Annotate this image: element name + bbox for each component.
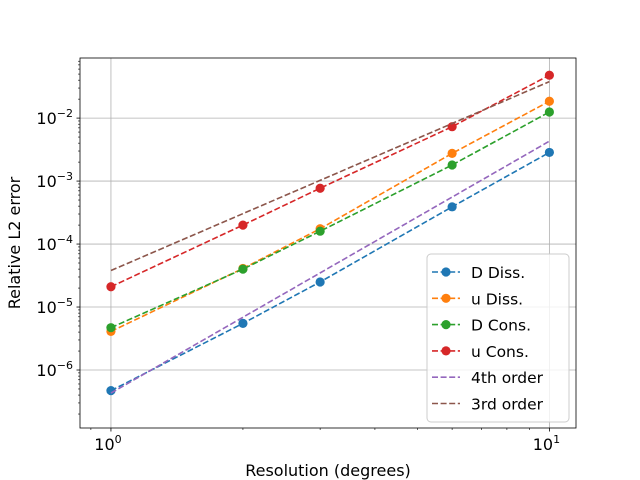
x-tick-label: 100 bbox=[94, 433, 121, 454]
series-point-d-diss bbox=[447, 202, 457, 212]
plot-frame bbox=[79, 57, 577, 429]
legend-marker-d-cons bbox=[441, 320, 451, 330]
x-tick-base: 10 bbox=[94, 435, 114, 454]
series-point-d-cons bbox=[106, 323, 116, 333]
series-point-u-cons bbox=[544, 70, 554, 80]
legend-label-4th-order: 4th order bbox=[471, 369, 544, 387]
series-point-u-diss bbox=[544, 96, 554, 106]
y-tick-base: 10 bbox=[36, 235, 56, 254]
series-point-u-cons bbox=[106, 282, 116, 292]
series-point-d-cons bbox=[544, 107, 554, 117]
y-tick-exponent: −6 bbox=[57, 359, 73, 372]
series-point-d-diss bbox=[315, 277, 325, 287]
x-axis-label: Resolution (degrees) bbox=[245, 461, 411, 480]
legend-marker-u-diss bbox=[441, 293, 451, 303]
series-point-d-diss bbox=[544, 147, 554, 158]
legend-label-3rd-order: 3rd order bbox=[471, 396, 544, 414]
y-axis-label: Relative L2 error bbox=[5, 176, 24, 309]
y-tick-exponent: −4 bbox=[57, 233, 73, 246]
x-tick-base: 10 bbox=[533, 435, 553, 454]
x-tick-exponent: 1 bbox=[553, 433, 560, 446]
y-tick-label: 10−6 bbox=[36, 359, 73, 380]
y-tick-base: 10 bbox=[36, 361, 56, 380]
legend-label-d-cons: D Cons. bbox=[471, 317, 531, 335]
y-tick-exponent: −3 bbox=[57, 170, 73, 183]
series-point-u-cons bbox=[315, 183, 325, 193]
y-tick-label: 10−3 bbox=[36, 170, 73, 191]
y-tick-label: 10−2 bbox=[36, 107, 73, 128]
legend: D Diss. u Diss. D Cons. u Cons. 4th order 3rd… bbox=[426, 253, 570, 423]
series-line-3rd-order bbox=[110, 80, 550, 272]
series-point-d-cons bbox=[315, 226, 325, 236]
legend-marker-d-diss bbox=[441, 267, 451, 277]
series-point-u-cons bbox=[447, 122, 457, 132]
legend-marker-u-cons bbox=[441, 346, 451, 356]
series-line-d-cons bbox=[110, 111, 550, 329]
series-line-4th-order bbox=[110, 140, 550, 394]
series-point-d-cons bbox=[238, 264, 248, 274]
x-tick-exponent: 0 bbox=[115, 433, 122, 446]
y-tick-label: 10−4 bbox=[36, 233, 73, 254]
legend-label-u-cons: u Cons. bbox=[471, 343, 529, 361]
y-tick-exponent: −5 bbox=[57, 296, 73, 309]
y-tick-base: 10 bbox=[36, 172, 56, 191]
legend-label-d-diss: D Diss. bbox=[471, 264, 525, 282]
series-point-d-cons bbox=[447, 160, 457, 170]
series-point-u-diss bbox=[447, 148, 457, 159]
series-point-d-diss bbox=[238, 318, 248, 328]
y-tick-label: 10−5 bbox=[36, 296, 73, 317]
series-point-u-cons bbox=[238, 220, 248, 230]
y-tick-base: 10 bbox=[36, 298, 56, 317]
x-tick-label: 101 bbox=[533, 433, 560, 454]
legend-frame bbox=[426, 253, 570, 423]
series-point-d-diss bbox=[106, 386, 116, 396]
y-tick-base: 10 bbox=[36, 109, 56, 128]
legend-label-u-diss: u Diss. bbox=[471, 290, 523, 308]
series-layer bbox=[106, 70, 554, 396]
y-tick-exponent: −2 bbox=[57, 107, 73, 120]
